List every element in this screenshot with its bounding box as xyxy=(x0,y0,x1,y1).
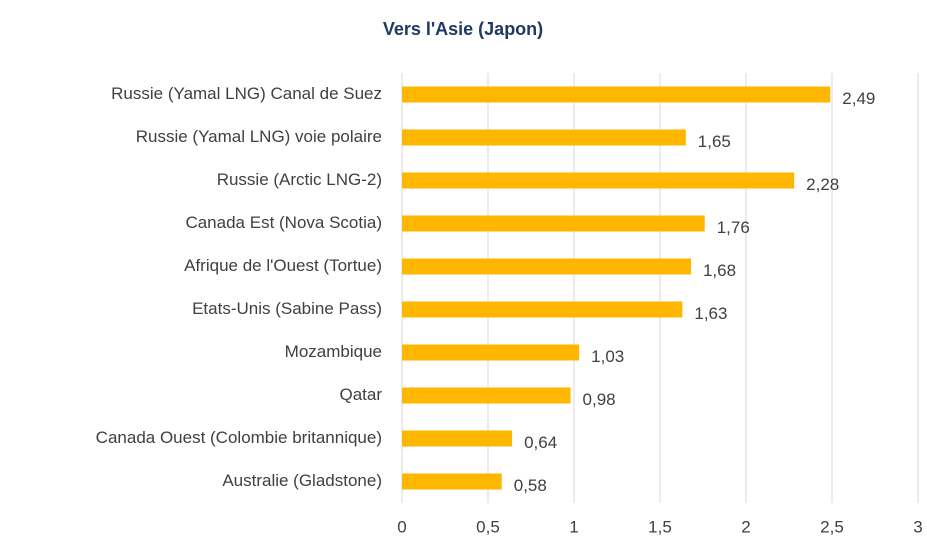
bar xyxy=(402,387,571,404)
x-tick-label: 0 xyxy=(397,517,406,536)
y-tick-label: Russie (Yamal LNG) Canal de Suez xyxy=(111,84,382,103)
bar xyxy=(402,301,683,318)
bar xyxy=(402,430,513,447)
bar xyxy=(402,86,831,103)
bar xyxy=(402,473,502,490)
y-tick-label: Afrique de l'Ouest (Tortue) xyxy=(184,256,382,275)
data-label: 1,63 xyxy=(694,304,727,323)
y-tick-label: Qatar xyxy=(339,385,382,404)
data-label: 1,65 xyxy=(698,132,731,151)
data-label: 0,58 xyxy=(514,476,547,495)
x-tick-label: 1,5 xyxy=(648,517,672,536)
data-label: 1,68 xyxy=(703,261,736,280)
data-label: 2,49 xyxy=(842,89,875,108)
x-tick-label: 3 xyxy=(913,517,922,536)
data-label: 0,64 xyxy=(524,433,557,452)
bar xyxy=(402,344,580,361)
y-tick-label: Mozambique xyxy=(285,342,382,361)
y-tick-label: Etats-Unis (Sabine Pass) xyxy=(192,299,382,318)
bar xyxy=(402,258,691,275)
bar xyxy=(402,129,686,146)
bar xyxy=(402,215,705,232)
data-label: 1,03 xyxy=(591,347,624,366)
data-label: 2,28 xyxy=(806,175,839,194)
bar xyxy=(402,172,795,189)
y-tick-label: Australie (Gladstone) xyxy=(222,471,382,490)
y-tick-label: Canada Ouest (Colombie britannique) xyxy=(96,428,382,447)
x-tick-label: 2,5 xyxy=(820,517,844,536)
y-tick-label: Russie (Arctic LNG-2) xyxy=(217,170,382,189)
x-tick-label: 1 xyxy=(569,517,578,536)
data-label: 0,98 xyxy=(583,390,616,409)
y-tick-label: Russie (Yamal LNG) voie polaire xyxy=(136,127,382,146)
x-tick-label: 2 xyxy=(741,517,750,536)
data-label: 1,76 xyxy=(717,218,750,237)
chart-title: Vers l'Asie (Japon) xyxy=(383,19,543,39)
y-tick-label: Canada Est (Nova Scotia) xyxy=(185,213,382,232)
x-tick-label: 0,5 xyxy=(476,517,500,536)
